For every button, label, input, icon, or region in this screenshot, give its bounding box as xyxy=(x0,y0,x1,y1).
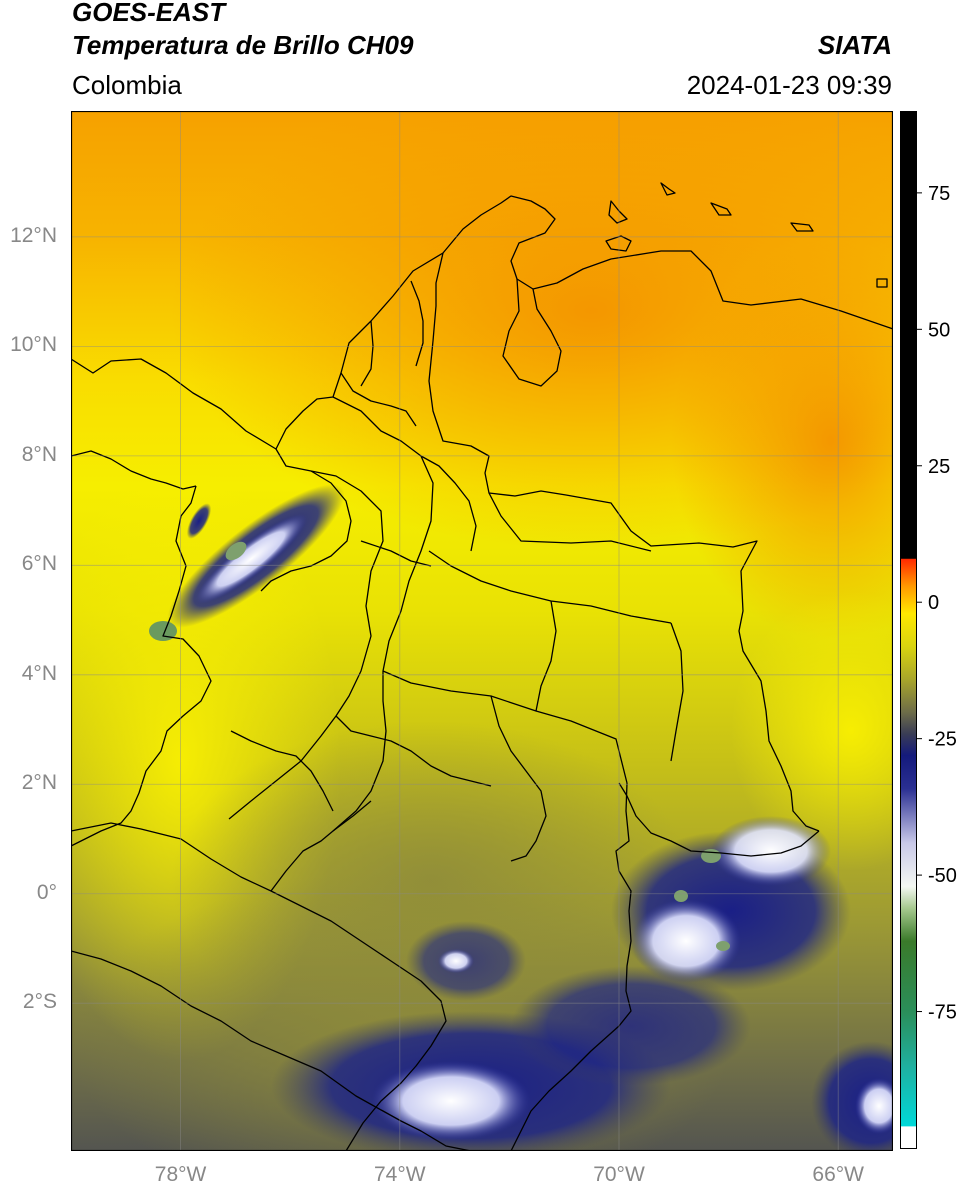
country-borders xyxy=(71,182,893,1151)
border-brazil xyxy=(510,782,632,1151)
border-peru xyxy=(71,950,472,1151)
border-ecuador xyxy=(71,822,447,1151)
border-departmental-12 xyxy=(230,730,334,812)
latitude-label: 2°N xyxy=(21,771,57,795)
graticule xyxy=(71,111,893,1151)
cloud-system-amazon-south xyxy=(271,921,893,1151)
colorbar-tick-label: -75 xyxy=(928,1002,957,1024)
border-departmental-2 xyxy=(332,396,434,832)
latitude-label: 10°N xyxy=(10,333,57,357)
border-departmental-9 xyxy=(535,600,557,712)
colorbar-bar xyxy=(900,111,917,1149)
title-line-1: GOES-EAST xyxy=(72,0,226,27)
colorbar-tick-label: 0 xyxy=(928,592,939,614)
cloud-system-amazon-east xyxy=(611,816,851,991)
longitude-label: 66°W xyxy=(812,1163,864,1186)
latitude-label: 2°S xyxy=(22,990,57,1014)
maracaibo-lake xyxy=(502,278,562,387)
latitude-label: 4°N xyxy=(21,661,57,685)
colorbar: 75 50 25 0 -25 -50 -75 xyxy=(900,111,957,1149)
map-frame xyxy=(71,111,893,1151)
border-venezuela-interior xyxy=(488,492,652,552)
longitude-label: 78°W xyxy=(154,1163,207,1186)
title-line-2: Temperatura de Brillo CH09 xyxy=(72,30,414,60)
colorbar-tick-label: 50 xyxy=(928,319,950,341)
latitude-label: 12°N xyxy=(10,223,57,247)
colorbar-ticks: 75 50 25 0 -25 -50 -75 xyxy=(917,183,957,1024)
coastline-caribbean xyxy=(71,195,893,450)
cloud-system-chocó xyxy=(149,484,345,641)
border-panama xyxy=(71,450,197,490)
latitude-label: 8°N xyxy=(21,442,57,466)
border-departmental-4 xyxy=(382,670,628,784)
longitude-label: 74°W xyxy=(374,1163,426,1186)
border-departmental-3 xyxy=(428,550,672,624)
border-departmental-16 xyxy=(360,320,374,387)
border-departmental-1 xyxy=(228,448,384,820)
border-departmental-6 xyxy=(340,372,417,427)
islands-caribbean xyxy=(608,182,888,288)
latitude-label: 6°N xyxy=(21,552,57,576)
border-departmental-13 xyxy=(335,715,492,787)
organization-label: SIATA xyxy=(817,30,892,60)
border-brazil-north xyxy=(618,782,820,857)
border-departmental-7 xyxy=(420,455,477,552)
border-departmental-10 xyxy=(490,695,547,862)
colorbar-tick-label: 75 xyxy=(928,183,950,205)
colorbar-tick-label: -50 xyxy=(928,865,957,887)
border-departmental-14 xyxy=(670,622,684,762)
border-venezuela xyxy=(428,252,820,832)
border-departmental-5 xyxy=(260,470,352,592)
satellite-map xyxy=(71,111,893,1151)
colorbar-tick-label: 25 xyxy=(928,456,950,478)
region-label: Colombia xyxy=(72,70,182,100)
border-departmental-8 xyxy=(360,540,432,567)
longitude-label: 70°W xyxy=(593,1163,645,1186)
border-departmental-15 xyxy=(410,280,424,367)
datetime-label: 2024-01-23 09:39 xyxy=(686,70,892,100)
latitude-label: 0° xyxy=(36,880,57,904)
colorbar-tick-label: -25 xyxy=(928,729,957,751)
border-departmental-11 xyxy=(270,800,372,892)
